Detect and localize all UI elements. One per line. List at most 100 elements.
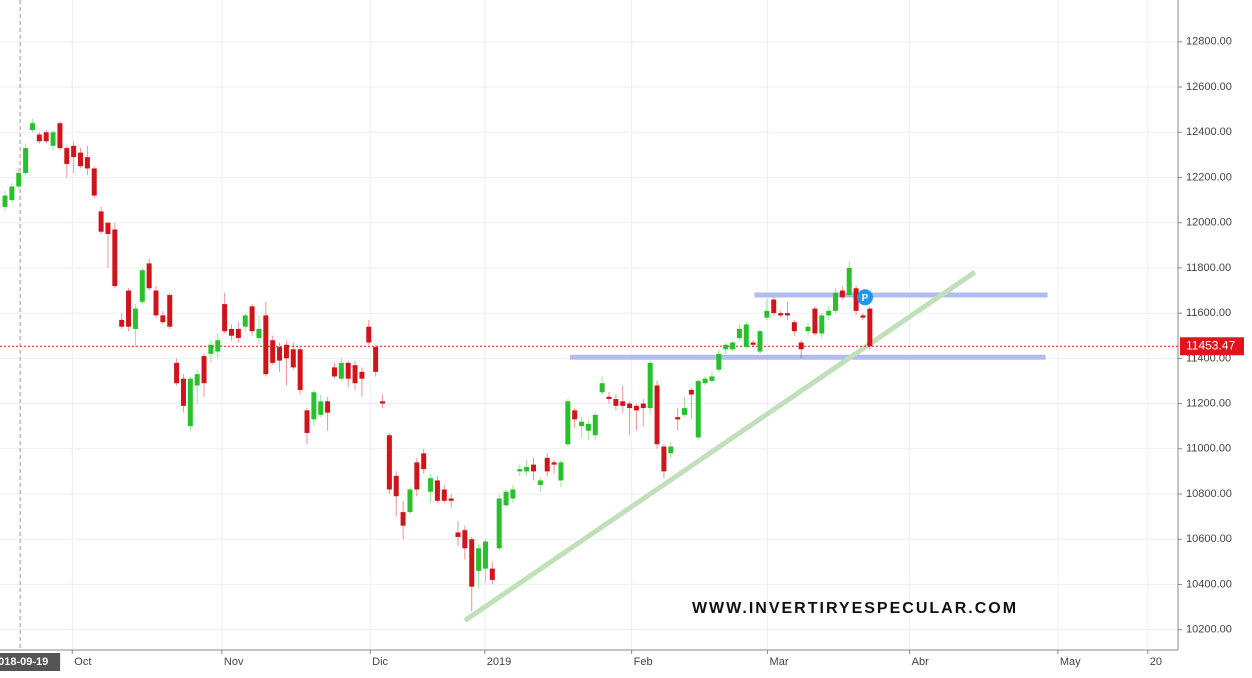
- candle-body: [331, 367, 337, 377]
- candle-body: [675, 417, 681, 420]
- candle-body: [682, 408, 688, 415]
- candle-body: [798, 342, 804, 350]
- candle-body: [517, 469, 523, 472]
- candle-body: [112, 229, 118, 286]
- candle-body: [43, 132, 49, 142]
- x-tick-label: 2019: [487, 656, 511, 668]
- candle-body: [215, 340, 221, 352]
- candle-body: [297, 349, 303, 390]
- candle-body: [441, 489, 447, 501]
- candle-body: [819, 315, 825, 334]
- x-tick-label: Oct: [74, 656, 91, 668]
- candle-body: [805, 326, 811, 332]
- candle-body: [476, 548, 482, 571]
- candle-body: [482, 541, 488, 569]
- candle-body: [853, 288, 859, 311]
- candle-body: [78, 152, 84, 167]
- y-tick-label: 10200.00: [1186, 624, 1232, 636]
- candle-body: [489, 568, 495, 580]
- y-tick-label: 11200.00: [1186, 397, 1231, 409]
- candle-body: [345, 362, 351, 379]
- candle-body: [174, 362, 180, 384]
- y-tick-label: 12200.00: [1186, 171, 1232, 183]
- crosshair-label: 2018-09-19: [0, 656, 48, 668]
- candle-body: [757, 331, 763, 352]
- candle-body: [229, 328, 235, 336]
- candle-body: [64, 148, 70, 164]
- candle-body: [531, 464, 537, 472]
- candle-body: [613, 399, 619, 406]
- candle-body: [71, 145, 77, 158]
- candle-body: [393, 475, 399, 497]
- candle-body: [380, 401, 386, 404]
- candle-body: [359, 371, 365, 379]
- candle-body: [16, 172, 22, 187]
- candle-body: [119, 319, 125, 327]
- candle-body: [434, 480, 440, 501]
- drawn-line: [463, 270, 977, 623]
- candle-body: [537, 480, 543, 485]
- y-tick-label: 12600.00: [1186, 81, 1232, 93]
- candle-body: [572, 410, 578, 420]
- candle-body: [496, 498, 502, 549]
- y-tick-label: 12400.00: [1186, 126, 1232, 138]
- y-tick-label: 12000.00: [1186, 217, 1232, 229]
- candle-body: [84, 157, 90, 169]
- candle-body: [167, 295, 173, 327]
- candle-body: [249, 306, 255, 332]
- candle-body: [242, 315, 248, 327]
- candle-body: [695, 380, 701, 438]
- candle-body: [448, 498, 454, 501]
- candle-body: [647, 362, 653, 409]
- x-tick-label: May: [1060, 656, 1081, 668]
- candle-body: [839, 290, 845, 298]
- candle-body: [833, 292, 839, 311]
- candle-body: [599, 383, 605, 393]
- y-tick-label: 11800.00: [1186, 262, 1231, 274]
- candle-body: [544, 457, 550, 472]
- candle-body: [826, 310, 832, 316]
- candle-body: [235, 328, 241, 338]
- candle-body: [428, 478, 434, 492]
- candle-body: [846, 267, 852, 296]
- candle-body: [2, 195, 8, 207]
- y-tick-label: 10400.00: [1186, 578, 1232, 590]
- candle-body: [386, 435, 392, 490]
- candle-body: [283, 344, 289, 359]
- candle-body: [565, 401, 571, 445]
- candle-body: [57, 123, 63, 149]
- candle-body: [716, 353, 722, 370]
- candle-body: [277, 347, 283, 361]
- candle-body: [208, 344, 214, 354]
- candle-body: [153, 290, 159, 316]
- candle-body: [640, 403, 646, 409]
- candle-body: [126, 290, 132, 327]
- candle-body: [627, 403, 633, 409]
- candle-body: [633, 405, 639, 411]
- candle-body: [263, 315, 269, 375]
- candle-body: [9, 186, 15, 201]
- candle-body: [421, 453, 427, 470]
- candle-body: [36, 134, 42, 142]
- candle-body: [318, 401, 324, 415]
- y-tick-label: 10600.00: [1186, 533, 1232, 545]
- candle-body: [503, 491, 509, 506]
- candle-body: [462, 530, 468, 549]
- candle-body: [23, 148, 29, 173]
- candle-body: [709, 376, 715, 381]
- candle-body: [736, 328, 742, 338]
- candle-body: [91, 168, 97, 196]
- candle-body: [661, 446, 667, 472]
- candle-body: [105, 222, 111, 234]
- candle-body: [160, 315, 166, 323]
- candle-body: [407, 489, 413, 513]
- candle-body: [222, 304, 228, 332]
- y-tick-label: 12800.00: [1186, 36, 1232, 48]
- candle-body: [771, 299, 777, 314]
- candle-body: [352, 365, 358, 384]
- annotation-badge: [857, 289, 874, 306]
- last-price-label: 11453.47: [1186, 338, 1235, 352]
- candle-body: [373, 347, 379, 372]
- x-tick-label: Dic: [372, 656, 388, 668]
